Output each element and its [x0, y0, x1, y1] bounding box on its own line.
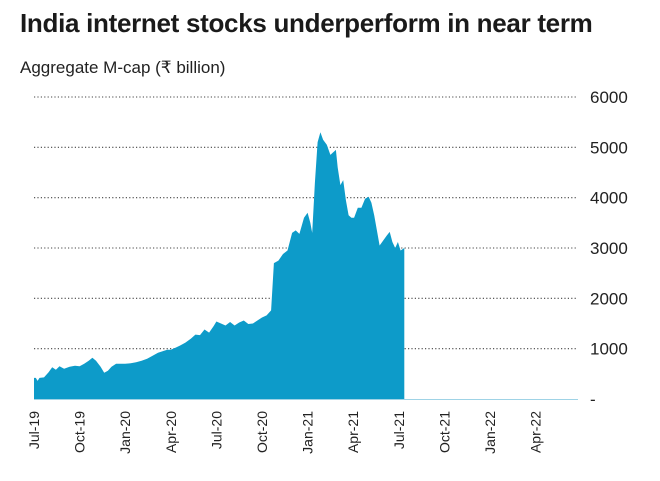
x-tick-label: Oct-19 [72, 411, 88, 453]
x-tick-label: Jan-21 [300, 411, 316, 454]
x-axis-ticks: Jul-19 Oct-19 Jan-20 Apr-20 Jul-20 Oct-20 Jan-… [26, 411, 544, 454]
chart-title: India internet stocks underperform in ne… [20, 8, 593, 38]
y-tick-label: 6000 [590, 88, 628, 107]
x-tick-label: Jul-20 [208, 411, 224, 449]
y-tick-label: - [590, 390, 596, 409]
x-tick-label: Apr-21 [345, 411, 361, 453]
y-tick-label: 3000 [590, 239, 628, 258]
x-tick-label: Oct-21 [436, 411, 452, 453]
x-tick-label: Jan-22 [482, 411, 498, 454]
chart-subtitle: Aggregate M-cap (₹ billion) [20, 58, 226, 77]
x-tick-label: Apr-20 [163, 411, 179, 453]
y-tick-label: 5000 [590, 138, 628, 157]
y-axis-ticks: - 1000 2000 3000 4000 5000 6000 [590, 88, 628, 409]
x-tick-label: Jul-21 [391, 411, 407, 449]
x-tick-label: Apr-22 [528, 411, 544, 453]
x-tick-label: Oct-20 [254, 411, 270, 453]
y-tick-label: 2000 [590, 289, 628, 308]
y-tick-label: 4000 [590, 189, 628, 208]
x-tick-label: Jul-19 [26, 411, 42, 449]
x-tick-label: Jan-20 [117, 411, 133, 454]
mcap-area [34, 132, 405, 399]
y-tick-label: 1000 [590, 340, 628, 359]
